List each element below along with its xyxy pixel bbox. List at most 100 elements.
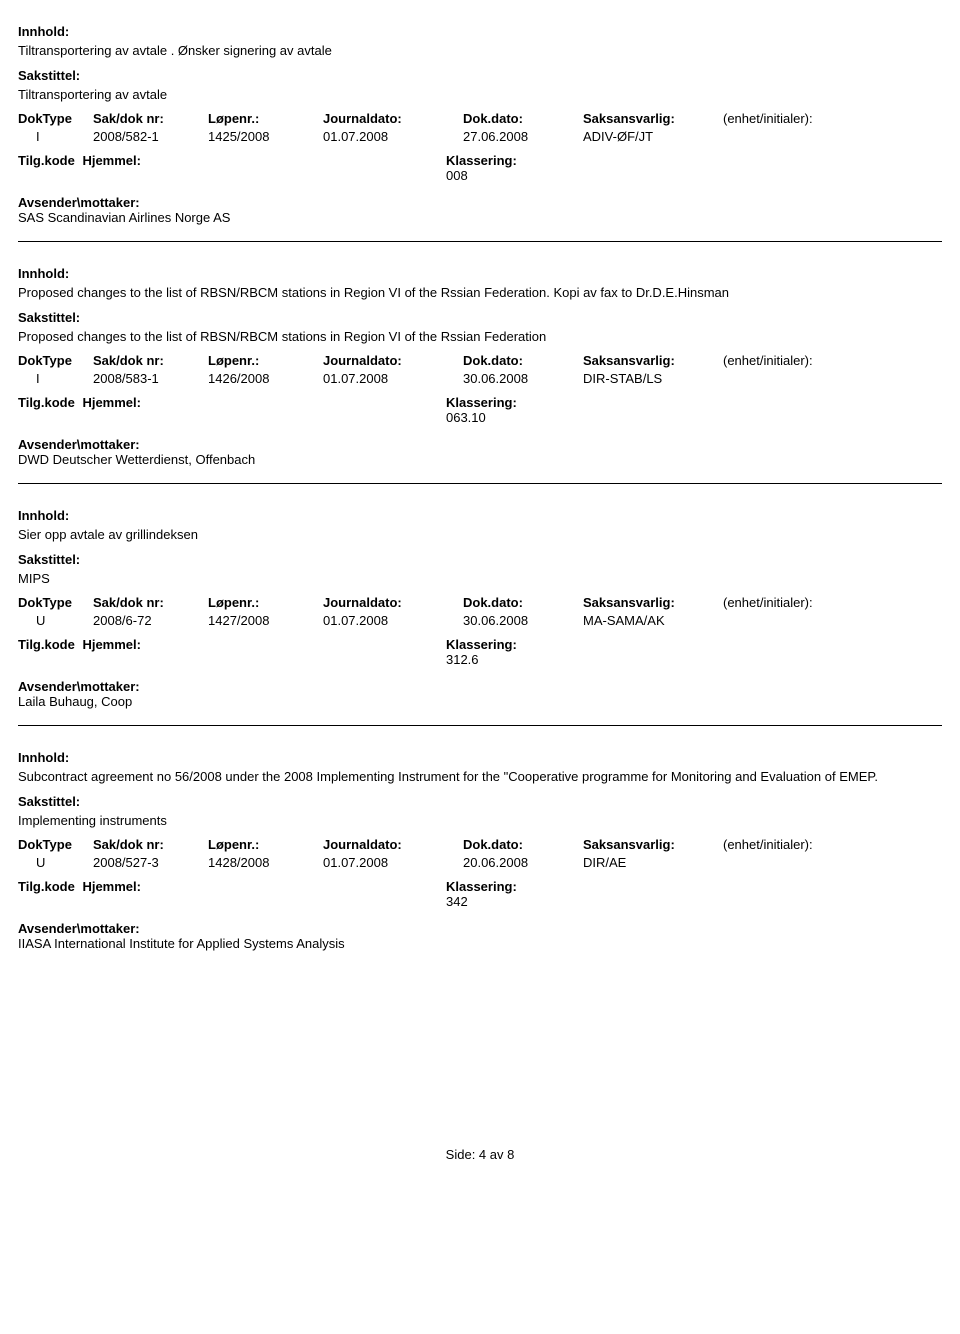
- innhold-text: Proposed changes to the list of RBSN/RBC…: [18, 284, 942, 302]
- ddato-header: Dok.dato:: [463, 595, 583, 610]
- sak-header: Sak/dok nr:: [93, 353, 208, 368]
- jdato-value: 01.07.2008: [323, 613, 463, 628]
- klass-label: Klassering:: [446, 395, 517, 410]
- tilg-label: Tilg.kode: [18, 153, 75, 168]
- tilg-block: Tilg.kode Hjemmel:: [18, 637, 141, 667]
- lop-value: 1427/2008: [208, 613, 323, 628]
- sak-value: 2008/583-1: [93, 371, 208, 386]
- klass-value: 312.6: [446, 652, 517, 667]
- sakstittel-label: Sakstittel:: [18, 68, 942, 83]
- jdato-value: 01.07.2008: [323, 371, 463, 386]
- doktype-value: U: [18, 855, 93, 870]
- lop-header: Løpenr.:: [208, 353, 323, 368]
- jdato-header: Journaldato:: [323, 595, 463, 610]
- avs-value: Laila Buhaug, Coop: [18, 694, 942, 709]
- doktype-header: DokType: [18, 595, 93, 610]
- avs-value: IIASA International Institute for Applie…: [18, 936, 942, 951]
- ddato-value: 27.06.2008: [463, 129, 583, 144]
- ddato-header: Dok.dato:: [463, 111, 583, 126]
- header-row: DokType Sak/dok nr: Løpenr.: Journaldato…: [18, 837, 942, 852]
- sak-value: 2008/582-1: [93, 129, 208, 144]
- doktype-header: DokType: [18, 353, 93, 368]
- journal-record: Innhold: Tiltransportering av avtale . Ø…: [18, 10, 942, 242]
- sakstittel-label: Sakstittel:: [18, 794, 942, 809]
- journal-record: Innhold: Subcontract agreement no 56/200…: [18, 736, 942, 967]
- avs-label: Avsender\mottaker:: [18, 679, 942, 694]
- sakstittel-text: Implementing instruments: [18, 812, 942, 830]
- saksa-value: MA-SAMA/AK: [583, 613, 723, 628]
- klass-label: Klassering:: [446, 153, 517, 168]
- innhold-label: Innhold:: [18, 750, 942, 765]
- doktype-value: I: [18, 129, 93, 144]
- klass-value: 342: [446, 894, 517, 909]
- tilg-label: Tilg.kode: [18, 395, 75, 410]
- klass-block: Klassering: 008: [446, 153, 517, 183]
- header-row: DokType Sak/dok nr: Løpenr.: Journaldato…: [18, 353, 942, 368]
- saksa-value: DIR-STAB/LS: [583, 371, 723, 386]
- ddato-value: 20.06.2008: [463, 855, 583, 870]
- ddato-header: Dok.dato:: [463, 837, 583, 852]
- value-row: I 2008/582-1 1425/2008 01.07.2008 27.06.…: [18, 129, 942, 144]
- lop-value: 1425/2008: [208, 129, 323, 144]
- innhold-text: Subcontract agreement no 56/2008 under t…: [18, 768, 942, 786]
- klass-block: Klassering: 342: [446, 879, 517, 909]
- sakstittel-text: Tiltransportering av avtale: [18, 86, 942, 104]
- page-footer: Side: 4 av 8: [18, 1147, 942, 1162]
- avs-block: Avsender\mottaker: DWD Deutscher Wetterd…: [18, 437, 942, 467]
- tilg-label: Tilg.kode: [18, 637, 75, 652]
- value-row: I 2008/583-1 1426/2008 01.07.2008 30.06.…: [18, 371, 942, 386]
- sak-header: Sak/dok nr:: [93, 111, 208, 126]
- innhold-label: Innhold:: [18, 508, 942, 523]
- saksa-header: Saksansvarlig:: [583, 837, 723, 852]
- avs-block: Avsender\mottaker: SAS Scandinavian Airl…: [18, 195, 942, 225]
- doktype-header: DokType: [18, 837, 93, 852]
- journal-record: Innhold: Proposed changes to the list of…: [18, 252, 942, 484]
- tilg-label: Tilg.kode: [18, 879, 75, 894]
- ddato-value: 30.06.2008: [463, 613, 583, 628]
- lop-header: Løpenr.:: [208, 111, 323, 126]
- hjemmel-label: Hjemmel:: [82, 395, 141, 410]
- doktype-value: I: [18, 371, 93, 386]
- saksa-header: Saksansvarlig:: [583, 111, 723, 126]
- jdato-value: 01.07.2008: [323, 855, 463, 870]
- innhold-text: Sier opp avtale av grillindeksen: [18, 526, 942, 544]
- saksa-value: DIR/AE: [583, 855, 723, 870]
- doktype-value: U: [18, 613, 93, 628]
- klass-block: Klassering: 063.10: [446, 395, 517, 425]
- avs-value: SAS Scandinavian Airlines Norge AS: [18, 210, 942, 225]
- jdato-header: Journaldato:: [323, 111, 463, 126]
- enhet-header: (enhet/initialer):: [723, 595, 873, 610]
- sak-header: Sak/dok nr:: [93, 837, 208, 852]
- innhold-label: Innhold:: [18, 266, 942, 281]
- sakstittel-label: Sakstittel:: [18, 552, 942, 567]
- lop-value: 1426/2008: [208, 371, 323, 386]
- enhet-header: (enhet/initialer):: [723, 837, 873, 852]
- saksa-header: Saksansvarlig:: [583, 353, 723, 368]
- innhold-label: Innhold:: [18, 24, 942, 39]
- jdato-header: Journaldato:: [323, 353, 463, 368]
- ddato-value: 30.06.2008: [463, 371, 583, 386]
- saksa-header: Saksansvarlig:: [583, 595, 723, 610]
- klass-value: 063.10: [446, 410, 517, 425]
- avs-block: Avsender\mottaker: IIASA International I…: [18, 921, 942, 951]
- tilg-block: Tilg.kode Hjemmel:: [18, 395, 141, 425]
- sak-value: 2008/6-72: [93, 613, 208, 628]
- lop-header: Løpenr.:: [208, 837, 323, 852]
- sakstittel-label: Sakstittel:: [18, 310, 942, 325]
- value-row: U 2008/527-3 1428/2008 01.07.2008 20.06.…: [18, 855, 942, 870]
- doktype-header: DokType: [18, 111, 93, 126]
- avs-label: Avsender\mottaker:: [18, 195, 942, 210]
- journal-record: Innhold: Sier opp avtale av grillindekse…: [18, 494, 942, 726]
- lop-value: 1428/2008: [208, 855, 323, 870]
- sakstittel-text: MIPS: [18, 570, 942, 588]
- lop-header: Løpenr.:: [208, 595, 323, 610]
- jdato-value: 01.07.2008: [323, 129, 463, 144]
- innhold-text: Tiltransportering av avtale . Ønsker sig…: [18, 42, 942, 60]
- klass-value: 008: [446, 168, 517, 183]
- enhet-header: (enhet/initialer):: [723, 111, 873, 126]
- sakstittel-text: Proposed changes to the list of RBSN/RBC…: [18, 328, 942, 346]
- sak-header: Sak/dok nr:: [93, 595, 208, 610]
- hjemmel-label: Hjemmel:: [82, 637, 141, 652]
- jdato-header: Journaldato:: [323, 837, 463, 852]
- tilg-block: Tilg.kode Hjemmel:: [18, 153, 141, 183]
